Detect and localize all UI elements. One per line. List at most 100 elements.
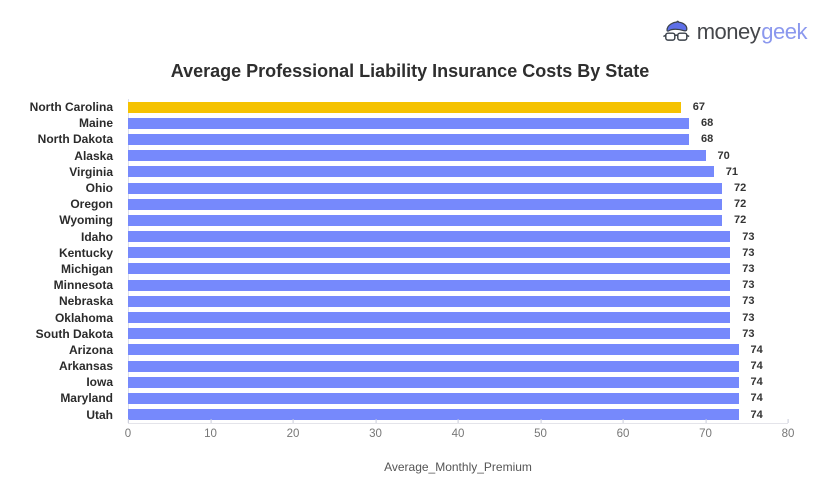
bar-row: North Carolina 67 bbox=[0, 99, 820, 115]
y-axis-line bbox=[128, 99, 129, 424]
bar-row: Wyoming 72 bbox=[0, 212, 820, 228]
x-tick-label: 10 bbox=[204, 427, 217, 440]
x-tick: 30 bbox=[369, 418, 382, 440]
category-label: Michigan bbox=[60, 261, 113, 276]
moneygeek-logo[interactable]: money geek bbox=[661, 18, 807, 46]
x-tick-mark bbox=[787, 418, 789, 423]
bar bbox=[128, 344, 739, 356]
bar-track: 68 bbox=[128, 131, 788, 147]
x-tick-mark bbox=[375, 418, 377, 423]
x-tick-label: 60 bbox=[616, 427, 630, 440]
x-tick: 60 bbox=[616, 418, 630, 440]
category-label: North Dakota bbox=[37, 132, 113, 147]
bar-row: Maine 68 bbox=[0, 115, 820, 131]
geek-face-icon bbox=[661, 18, 691, 46]
x-tick-mark bbox=[622, 418, 624, 423]
category-label: Iowa bbox=[86, 375, 113, 390]
bar-track: 71 bbox=[128, 164, 788, 180]
bar-row: Arkansas 74 bbox=[0, 358, 820, 374]
bar bbox=[128, 295, 731, 307]
x-tick-label: 30 bbox=[369, 427, 382, 440]
category-label: Maine bbox=[78, 116, 113, 131]
x-axis-title: Average_Monthly_Premium bbox=[384, 459, 532, 474]
bar-row: Idaho 73 bbox=[0, 229, 820, 245]
value-label: 73 bbox=[742, 279, 755, 292]
value-label: 73 bbox=[742, 246, 755, 259]
bar-track: 73 bbox=[128, 229, 788, 245]
x-axis: 0 10 20 30 40 50 60 70 80 bbox=[125, 418, 794, 446]
x-tick-mark bbox=[540, 418, 542, 423]
value-label: 73 bbox=[742, 262, 755, 275]
x-tick: 80 bbox=[781, 418, 795, 440]
bar bbox=[128, 392, 739, 404]
category-label: Oklahoma bbox=[54, 310, 113, 325]
bar bbox=[128, 133, 689, 145]
bar bbox=[128, 214, 722, 226]
category-label: Idaho bbox=[81, 229, 113, 244]
value-label: 74 bbox=[750, 376, 763, 389]
bar bbox=[128, 263, 731, 275]
value-label: 72 bbox=[734, 214, 747, 227]
category-label: Alaska bbox=[74, 148, 113, 163]
x-tick: 10 bbox=[204, 418, 217, 440]
bar-track: 74 bbox=[128, 374, 788, 390]
value-label: 73 bbox=[742, 295, 755, 308]
value-label: 74 bbox=[750, 408, 763, 421]
bar bbox=[128, 279, 731, 291]
value-label: 73 bbox=[742, 230, 755, 243]
value-label: 73 bbox=[742, 327, 755, 340]
bar-track: 73 bbox=[128, 277, 788, 293]
bar-row: Oklahoma 73 bbox=[0, 309, 820, 325]
value-label: 74 bbox=[750, 343, 763, 356]
value-label: 71 bbox=[725, 165, 738, 178]
bar-row: Michigan 73 bbox=[0, 261, 820, 277]
category-label: Nebraska bbox=[58, 294, 113, 309]
logo-text-money: money bbox=[696, 19, 761, 44]
bar-track: 73 bbox=[128, 309, 788, 325]
category-label: Virginia bbox=[69, 164, 113, 179]
chart-title: Average Professional Liability Insurance… bbox=[170, 61, 650, 81]
logo-text-geek: geek bbox=[761, 19, 807, 44]
x-tick-label: 40 bbox=[451, 427, 465, 440]
value-label: 67 bbox=[692, 101, 705, 114]
bar-track: 73 bbox=[128, 326, 788, 342]
bar-track: 74 bbox=[128, 407, 788, 423]
category-label: Utah bbox=[86, 407, 113, 422]
bar-track: 68 bbox=[128, 115, 788, 131]
bar-track: 73 bbox=[128, 293, 788, 309]
bar bbox=[128, 360, 739, 372]
bar-track: 72 bbox=[128, 196, 788, 212]
bar bbox=[128, 117, 689, 129]
bar-track: 70 bbox=[128, 148, 788, 164]
category-label: Arizona bbox=[68, 342, 113, 357]
category-label: South Dakota bbox=[35, 326, 113, 341]
bar-track: 73 bbox=[128, 245, 788, 261]
x-tick-label: 80 bbox=[781, 427, 795, 440]
x-tick: 70 bbox=[699, 418, 712, 440]
category-label: Arkansas bbox=[58, 359, 113, 374]
bar-chart: North Carolina 67 Maine 68 North Dakota 68 Ala… bbox=[0, 99, 820, 474]
category-label: Maryland bbox=[60, 391, 113, 406]
bar-row: North Dakota 68 bbox=[0, 131, 820, 147]
category-label: Kentucky bbox=[58, 245, 113, 260]
bar bbox=[128, 198, 722, 210]
bar-row: Virginia 71 bbox=[0, 164, 820, 180]
x-tick: 0 bbox=[125, 418, 131, 440]
bar-row: Alaska 70 bbox=[0, 148, 820, 164]
bar-track: 74 bbox=[128, 390, 788, 406]
category-label: Wyoming bbox=[59, 213, 113, 228]
value-label: 70 bbox=[717, 149, 730, 162]
bar bbox=[128, 150, 706, 162]
value-label: 68 bbox=[701, 133, 714, 146]
bar-row: Arizona 74 bbox=[0, 342, 820, 358]
x-tick-label: 20 bbox=[286, 427, 300, 440]
bar-row: Iowa 74 bbox=[0, 374, 820, 390]
value-label: 73 bbox=[742, 311, 755, 324]
bar-row: Nebraska 73 bbox=[0, 293, 820, 309]
x-tick-mark bbox=[210, 418, 212, 423]
bar-track: 72 bbox=[128, 180, 788, 196]
value-label: 74 bbox=[750, 360, 763, 373]
bar-track: 67 bbox=[128, 99, 788, 115]
value-label: 72 bbox=[734, 198, 747, 211]
value-label: 72 bbox=[734, 182, 747, 195]
